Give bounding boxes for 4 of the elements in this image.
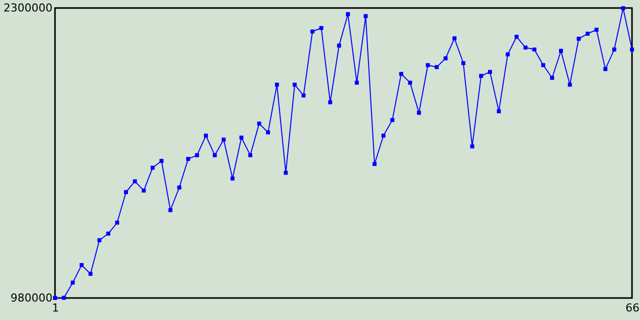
x-tick-label: 66 xyxy=(626,302,640,314)
y-tick-label: 980000 xyxy=(10,292,52,304)
y-tick-label: 2300000 xyxy=(4,2,52,14)
x-tick-label: 1 xyxy=(52,302,59,314)
